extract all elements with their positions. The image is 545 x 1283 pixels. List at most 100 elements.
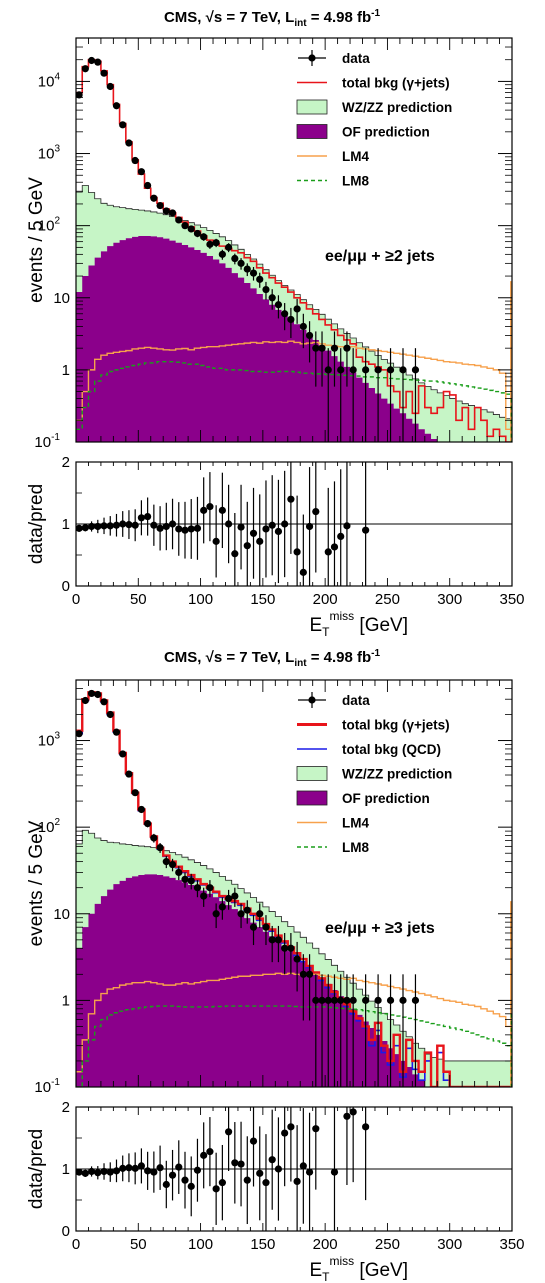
x-tick-label: 250 [375, 1236, 400, 1253]
y-tick-label: 103 [38, 144, 61, 163]
y-tick-base: 10 [34, 1079, 51, 1096]
ratio-point [324, 548, 332, 556]
title-sup: -1 [371, 648, 380, 659]
data-point [262, 923, 270, 931]
ratio-point [268, 521, 276, 529]
ratio-point [87, 522, 96, 531]
legend-label: OF prediction [342, 125, 430, 140]
data-point [237, 910, 245, 918]
ratio-point [193, 524, 202, 532]
data-point [76, 730, 83, 738]
data-point [256, 910, 264, 918]
x-tick-label: 50 [130, 1236, 147, 1253]
legend-label: LM4 [342, 816, 369, 831]
data-point [343, 996, 351, 1004]
ratio-y-tick-label: 0 [62, 578, 70, 595]
data-point [193, 229, 202, 238]
data-point [386, 366, 395, 374]
y-tick-label: 10-1 [34, 432, 60, 451]
ratio-point [125, 1164, 133, 1172]
data-point [287, 944, 295, 952]
ratio-point [287, 1123, 295, 1131]
x-tick-label: 0 [72, 1236, 80, 1253]
data-point [76, 91, 83, 99]
x-tick-label: 300 [437, 1236, 462, 1253]
data-point [225, 243, 233, 251]
ratio-point [349, 1108, 357, 1116]
legend-swatch-data-point [308, 696, 316, 704]
legend-label: WZ/ZZ prediction [342, 767, 452, 782]
of-prediction-fill [76, 874, 512, 1087]
y-tick-base: 10 [38, 73, 55, 90]
x-label-unit: [GeV] [354, 615, 408, 636]
ratio-point [249, 1137, 258, 1145]
ratio-point [212, 1185, 220, 1193]
plot-area [76, 689, 512, 1087]
data-point [349, 996, 357, 1004]
ratio-point [299, 568, 307, 576]
data-point [324, 996, 332, 1004]
data-point [399, 366, 407, 374]
x-tick-label: 350 [499, 591, 524, 608]
data-point [374, 996, 382, 1004]
total-bkg-line [76, 691, 512, 1087]
ratio-point [137, 1162, 145, 1170]
ratio-point [76, 524, 83, 532]
ratio-point [94, 522, 102, 531]
legend-swatch-box [296, 99, 328, 115]
ratio-point [231, 550, 239, 558]
data-point [249, 269, 258, 277]
data-point [231, 892, 239, 900]
data-point [305, 331, 314, 340]
data-point [318, 344, 326, 352]
ratio-point [305, 522, 314, 531]
data-point [318, 996, 326, 1004]
data-point [218, 250, 226, 258]
data-point [243, 906, 251, 914]
x-axis-label: ETmiss [GeV] [309, 609, 408, 639]
y-tick-base: 1 [62, 362, 70, 379]
chart-1: CMS, √s = 7 TeV, Lint = 4.98 fb-1 10-1 1 10… [26, 8, 525, 639]
ratio-point [281, 520, 289, 528]
data-point [411, 996, 420, 1004]
data-point [411, 366, 420, 374]
ratio-y-tick-label: 2 [62, 1099, 70, 1116]
ratio-point [200, 506, 208, 514]
ratio-point [76, 1168, 83, 1176]
y-tick-label: 10 [53, 290, 70, 307]
data-point [374, 366, 382, 374]
y-tick-label: 10-1 [34, 1077, 60, 1096]
title-tail: = 4.98 fb [307, 9, 372, 26]
ratio-point [87, 1167, 96, 1176]
data-point [162, 858, 170, 866]
data-point [206, 884, 214, 892]
ratio-point [262, 525, 270, 533]
legend-label: WZ/ZZ prediction [342, 100, 452, 115]
data-point [94, 58, 102, 66]
y-tick-base: 10 [34, 434, 51, 451]
total-bkg-line [76, 58, 512, 442]
data-point [112, 102, 121, 110]
ratio-point [150, 1168, 158, 1176]
ratio-point [81, 524, 89, 532]
data-point [181, 875, 189, 883]
y-tick-label: 1 [62, 992, 70, 1009]
y-tick-label: 102 [38, 817, 61, 836]
ratio-point [156, 524, 164, 532]
x-label-sub: T [322, 625, 330, 639]
ratio-point [362, 1123, 370, 1131]
data-point [293, 955, 301, 963]
data-point [112, 728, 121, 736]
data-point [156, 201, 164, 210]
data-point [119, 750, 127, 758]
x-tick-label: 50 [130, 591, 147, 608]
title-sub: int [294, 658, 307, 669]
ratio-point [237, 523, 245, 531]
data-point [330, 344, 339, 352]
legend-label: LM8 [342, 174, 369, 189]
title-tail: = 4.98 fb [307, 649, 372, 666]
chart-title: CMS, √s = 7 TeV, Lint = 4.98 fb-1 [164, 8, 381, 29]
ratio-point [287, 495, 295, 503]
ratio-point [262, 1179, 270, 1187]
data-point [218, 903, 226, 911]
